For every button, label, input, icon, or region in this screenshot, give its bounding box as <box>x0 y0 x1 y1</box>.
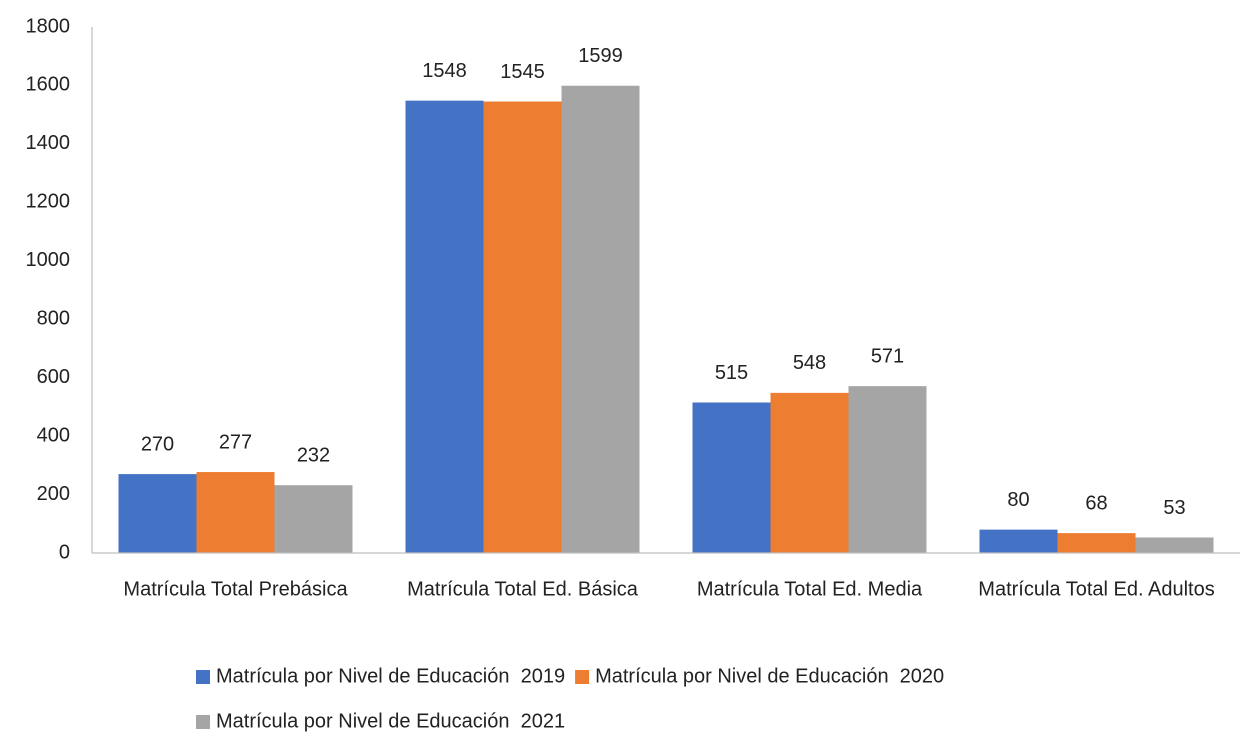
bar <box>848 386 927 553</box>
bar <box>770 392 849 553</box>
data-label: 277 <box>219 431 252 453</box>
y-tick-label: 0 <box>59 541 70 563</box>
bar <box>483 101 562 554</box>
legend-swatch <box>196 715 210 729</box>
bar <box>196 472 275 553</box>
legend-label: Matrícula por Nivel de Educación 2021 <box>216 710 565 732</box>
bar <box>274 485 353 553</box>
bar <box>979 529 1058 553</box>
data-label: 1548 <box>422 60 467 82</box>
bar <box>1135 537 1214 553</box>
x-tick-label: Matrícula Total Prebásica <box>123 578 348 600</box>
y-tick-label: 1200 <box>26 191 71 213</box>
bar <box>1057 533 1136 553</box>
data-label: 571 <box>871 345 904 367</box>
legend-label: Matrícula por Nivel de Educación 2019 <box>216 665 565 687</box>
bar <box>561 85 640 553</box>
x-tick-label: Matrícula Total Ed. Adultos <box>978 578 1214 600</box>
y-tick-label: 800 <box>37 308 70 330</box>
bar <box>118 474 197 553</box>
x-tick-label: Matrícula Total Ed. Básica <box>407 578 639 600</box>
data-label: 548 <box>793 352 826 374</box>
data-label: 80 <box>1007 489 1029 511</box>
y-tick-label: 1600 <box>26 74 71 96</box>
data-label: 68 <box>1085 492 1107 514</box>
legend-label: Matrícula por Nivel de Educación 2020 <box>595 665 944 687</box>
data-label: 1545 <box>500 61 545 83</box>
bar <box>692 402 771 553</box>
y-tick-label: 1000 <box>26 249 71 271</box>
data-label: 232 <box>297 444 330 466</box>
data-label: 515 <box>715 362 748 384</box>
data-label: 53 <box>1163 497 1185 519</box>
x-tick-label: Matrícula Total Ed. Media <box>697 578 923 600</box>
y-tick-label: 600 <box>37 366 70 388</box>
y-tick-label: 400 <box>37 424 70 446</box>
legend-swatch <box>575 670 590 684</box>
y-tick-label: 200 <box>37 483 70 505</box>
data-label: 1599 <box>578 45 623 67</box>
legend-swatch <box>196 670 210 684</box>
data-label: 270 <box>141 433 174 455</box>
y-tick-label: 1800 <box>26 15 71 37</box>
y-tick-label: 1400 <box>26 132 71 154</box>
bar <box>405 100 484 553</box>
